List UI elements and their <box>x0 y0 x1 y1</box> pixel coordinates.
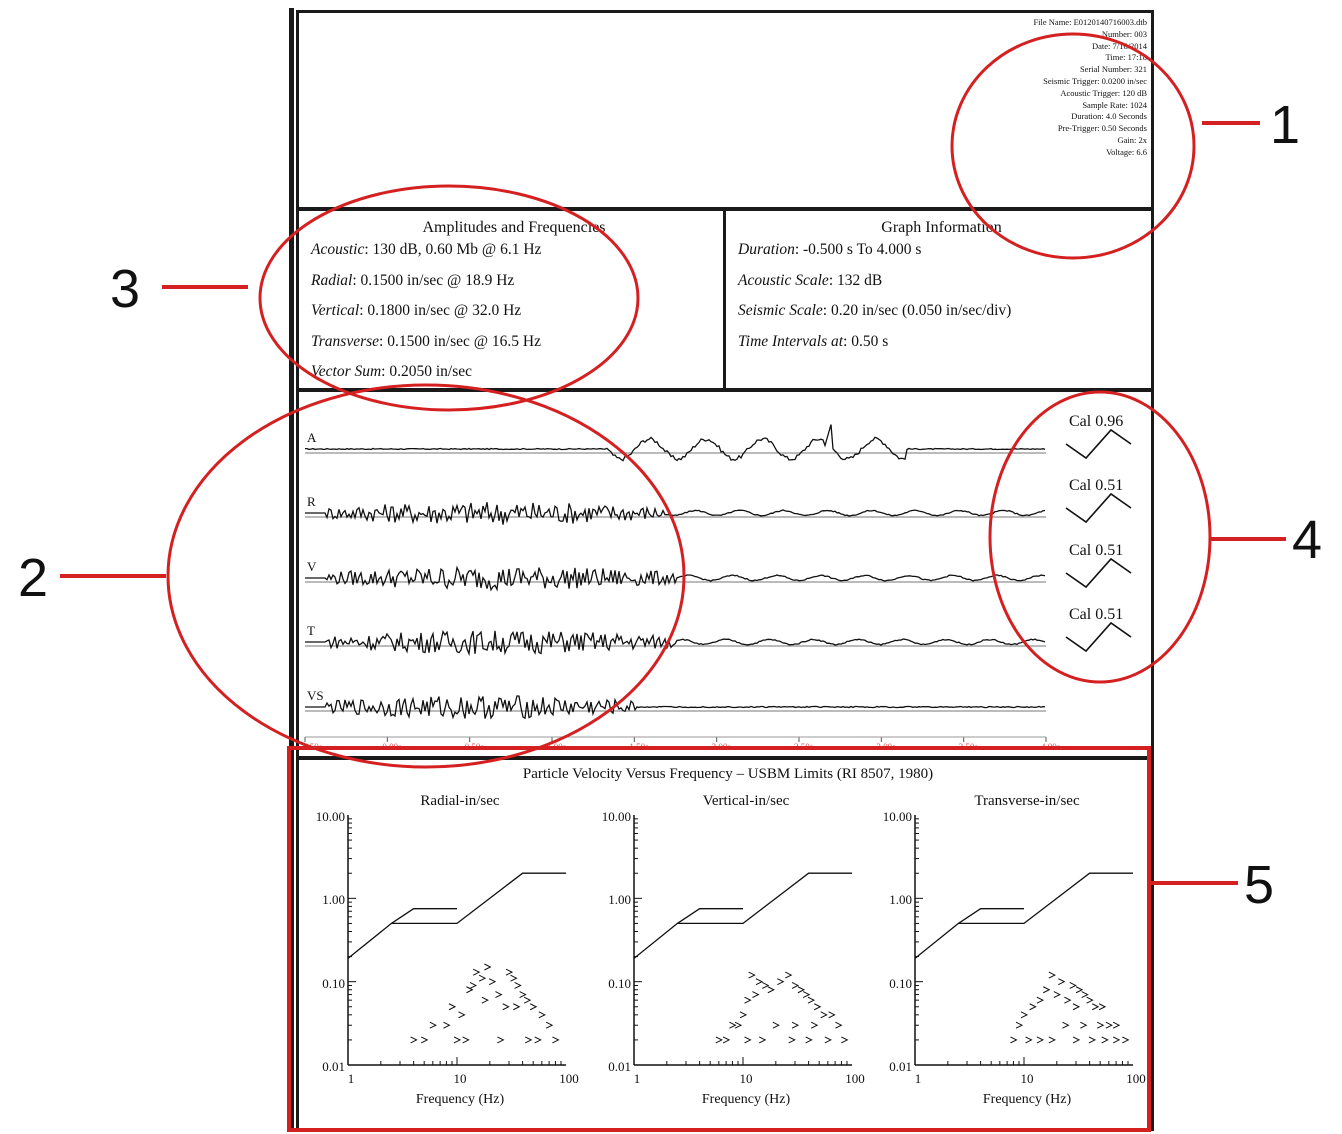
callout-number-2: 2 <box>18 551 48 605</box>
callout-number-3: 3 <box>110 262 140 316</box>
callout-number-5: 5 <box>1244 858 1274 912</box>
callout-number-1: 1 <box>1270 98 1300 152</box>
callout-number-4: 4 <box>1292 513 1322 567</box>
callout-ellipse-1 <box>952 34 1194 258</box>
callout-box-5 <box>289 748 1149 1130</box>
callout-ellipse-3 <box>260 186 638 410</box>
callout-ellipse-4 <box>990 392 1210 682</box>
callout-ellipse-2 <box>168 385 684 767</box>
